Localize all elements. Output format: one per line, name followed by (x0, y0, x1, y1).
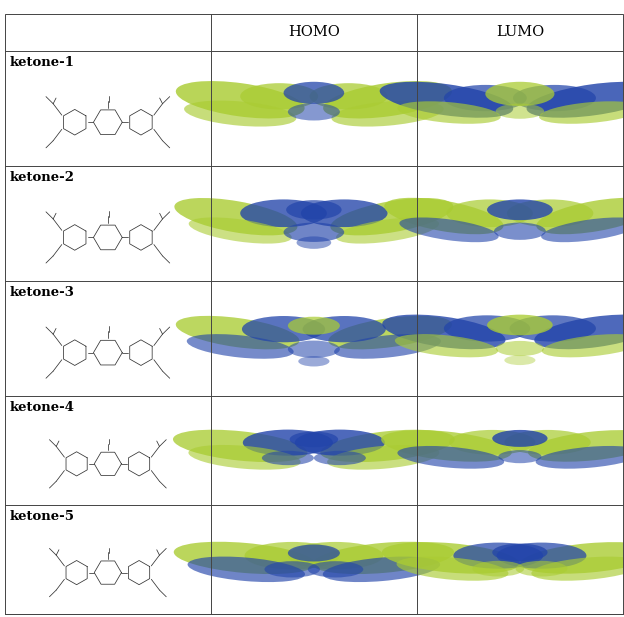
Ellipse shape (188, 217, 292, 244)
Text: ketone-2: ketone-2 (10, 171, 75, 184)
Ellipse shape (396, 557, 509, 581)
Ellipse shape (334, 334, 441, 358)
Ellipse shape (444, 85, 527, 111)
Ellipse shape (288, 317, 340, 334)
Ellipse shape (449, 430, 535, 455)
Ellipse shape (531, 557, 624, 581)
Ellipse shape (303, 316, 386, 342)
Ellipse shape (240, 83, 318, 109)
Text: ketone-3: ketone-3 (10, 286, 75, 299)
Ellipse shape (454, 542, 544, 569)
Text: ketone-1: ketone-1 (10, 56, 75, 68)
Ellipse shape (188, 557, 305, 582)
Ellipse shape (444, 315, 530, 342)
Ellipse shape (492, 544, 547, 561)
Ellipse shape (485, 82, 555, 106)
Ellipse shape (173, 542, 315, 574)
Ellipse shape (384, 198, 504, 234)
Ellipse shape (320, 429, 455, 462)
Ellipse shape (527, 82, 624, 118)
Ellipse shape (383, 315, 505, 349)
Ellipse shape (492, 430, 547, 447)
Ellipse shape (283, 223, 344, 242)
Ellipse shape (528, 430, 624, 462)
Ellipse shape (328, 316, 452, 349)
Ellipse shape (330, 198, 454, 236)
Ellipse shape (494, 223, 546, 240)
Ellipse shape (245, 542, 340, 569)
Ellipse shape (520, 542, 624, 574)
Ellipse shape (323, 557, 440, 582)
Text: LUMO: LUMO (496, 25, 544, 39)
Ellipse shape (534, 315, 624, 349)
Ellipse shape (541, 217, 624, 242)
Ellipse shape (487, 315, 553, 336)
Ellipse shape (331, 101, 444, 126)
Ellipse shape (472, 561, 524, 576)
Text: ketone-4: ketone-4 (10, 401, 75, 414)
Ellipse shape (542, 334, 624, 357)
Ellipse shape (184, 101, 296, 126)
Ellipse shape (308, 561, 363, 578)
Ellipse shape (515, 561, 567, 576)
Ellipse shape (399, 217, 499, 242)
Ellipse shape (187, 334, 294, 358)
Ellipse shape (381, 430, 512, 462)
Ellipse shape (397, 101, 500, 124)
Ellipse shape (265, 561, 320, 578)
Ellipse shape (288, 545, 340, 561)
Ellipse shape (536, 198, 624, 234)
Ellipse shape (288, 341, 340, 358)
Ellipse shape (286, 200, 341, 220)
Ellipse shape (336, 217, 439, 244)
Ellipse shape (495, 104, 544, 118)
Ellipse shape (262, 451, 314, 465)
Ellipse shape (487, 199, 553, 220)
Ellipse shape (323, 81, 452, 118)
Ellipse shape (243, 429, 333, 456)
Ellipse shape (507, 199, 593, 227)
Ellipse shape (313, 542, 454, 574)
Ellipse shape (499, 450, 542, 463)
Ellipse shape (176, 81, 305, 118)
Ellipse shape (174, 198, 298, 236)
Ellipse shape (504, 355, 535, 365)
Ellipse shape (539, 101, 624, 124)
Text: HOMO: HOMO (288, 25, 340, 39)
Ellipse shape (240, 199, 327, 227)
Ellipse shape (495, 341, 544, 356)
Ellipse shape (327, 445, 439, 470)
Ellipse shape (290, 431, 338, 447)
Ellipse shape (379, 82, 513, 118)
Ellipse shape (446, 199, 533, 227)
Ellipse shape (296, 236, 331, 249)
Ellipse shape (513, 85, 596, 111)
Ellipse shape (510, 315, 596, 342)
Ellipse shape (395, 334, 498, 357)
Ellipse shape (504, 430, 591, 455)
Ellipse shape (382, 542, 520, 574)
Ellipse shape (173, 429, 308, 462)
Text: ketone-5: ketone-5 (10, 510, 75, 523)
Ellipse shape (310, 83, 388, 109)
Ellipse shape (397, 446, 504, 469)
Ellipse shape (242, 316, 325, 342)
Ellipse shape (301, 199, 388, 227)
Ellipse shape (314, 451, 366, 465)
Ellipse shape (535, 446, 624, 469)
Ellipse shape (176, 316, 300, 349)
Ellipse shape (288, 103, 340, 120)
Ellipse shape (295, 429, 385, 456)
Ellipse shape (283, 82, 344, 104)
Ellipse shape (288, 542, 383, 569)
Ellipse shape (188, 445, 301, 470)
Ellipse shape (497, 542, 587, 569)
Ellipse shape (298, 356, 329, 366)
